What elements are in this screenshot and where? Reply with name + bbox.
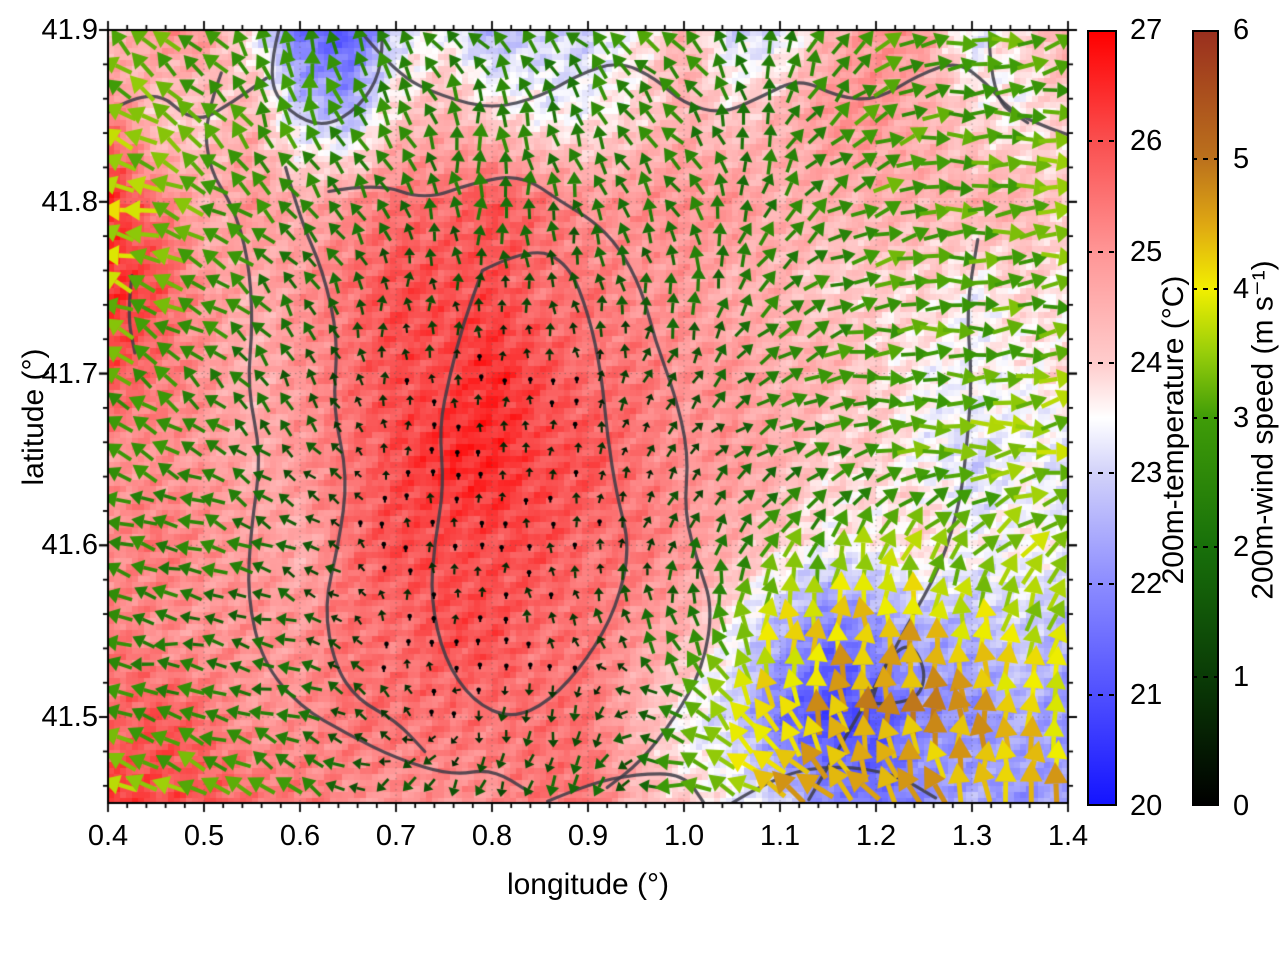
x-tick-label: 0.9 bbox=[567, 820, 609, 852]
y-tick-label: 41.6 bbox=[41, 529, 98, 562]
colorbar-tick-label: 5 bbox=[1233, 143, 1250, 176]
colorbar-tick-label: 23 bbox=[1130, 457, 1163, 490]
colorbar-tick-mark bbox=[1087, 694, 1117, 697]
wind-colorbar-label: 200m-wind speed (m s⁻¹) bbox=[1246, 260, 1280, 600]
colorbar-tick-mark bbox=[1192, 675, 1219, 678]
x-tick-label: 0.5 bbox=[183, 820, 225, 852]
x-tick-label: 0.7 bbox=[375, 820, 417, 852]
x-tick-label: 0.4 bbox=[87, 820, 129, 852]
x-tick-label: 0.8 bbox=[471, 820, 513, 852]
colorbar-tick-label: 4 bbox=[1233, 272, 1250, 305]
temperature-colorbar bbox=[1087, 30, 1117, 806]
colorbar-tick-label: 21 bbox=[1130, 679, 1163, 712]
colorbar-tick-mark bbox=[1192, 417, 1219, 419]
y-tick-label: 41.9 bbox=[41, 14, 98, 46]
colorbar-tick-mark bbox=[1192, 546, 1219, 549]
x-tick-label: 1.2 bbox=[855, 820, 897, 852]
colorbar-tick-label: 26 bbox=[1130, 124, 1163, 157]
colorbar-tick-label: 3 bbox=[1233, 402, 1250, 434]
x-tick-label: 1.1 bbox=[759, 820, 801, 852]
colorbar-tick-label: 27 bbox=[1130, 14, 1163, 46]
colorbar-tick-mark bbox=[1192, 287, 1219, 290]
colorbar-tick-label: 2 bbox=[1233, 531, 1250, 564]
x-tick-label: 1.4 bbox=[1047, 820, 1089, 852]
colorbar-tick-label: 20 bbox=[1130, 790, 1163, 822]
colorbar-tick-mark bbox=[1087, 361, 1117, 364]
colorbar-tick-label: 6 bbox=[1233, 14, 1250, 46]
temperature-colorbar-label: 200m-temperature (°C) bbox=[1157, 275, 1190, 585]
x-tick-label: 1.0 bbox=[663, 820, 705, 852]
colorbar-tick-mark bbox=[1087, 583, 1117, 586]
colorbar-tick-mark bbox=[1087, 139, 1117, 142]
colorbar-tick-label: 24 bbox=[1130, 346, 1163, 379]
colorbar-tick-mark bbox=[1192, 158, 1219, 161]
x-axis-label: longitude (°) bbox=[506, 868, 670, 901]
y-tick-label: 41.7 bbox=[41, 357, 98, 390]
colorbar-tick-mark bbox=[1087, 250, 1117, 253]
x-tick-label: 0.6 bbox=[279, 820, 321, 852]
colorbar-tick-label: 25 bbox=[1130, 235, 1163, 268]
colorbar-tick-label: 22 bbox=[1130, 568, 1163, 601]
x-tick-label: 1.3 bbox=[951, 820, 993, 852]
colorbar-tick-label: 1 bbox=[1233, 660, 1250, 693]
colorbar-tick-mark bbox=[1087, 472, 1117, 475]
y-tick-label: 41.8 bbox=[41, 185, 98, 218]
y-tick-label: 41.5 bbox=[41, 701, 98, 734]
colorbar-tick-label: 0 bbox=[1233, 790, 1250, 822]
